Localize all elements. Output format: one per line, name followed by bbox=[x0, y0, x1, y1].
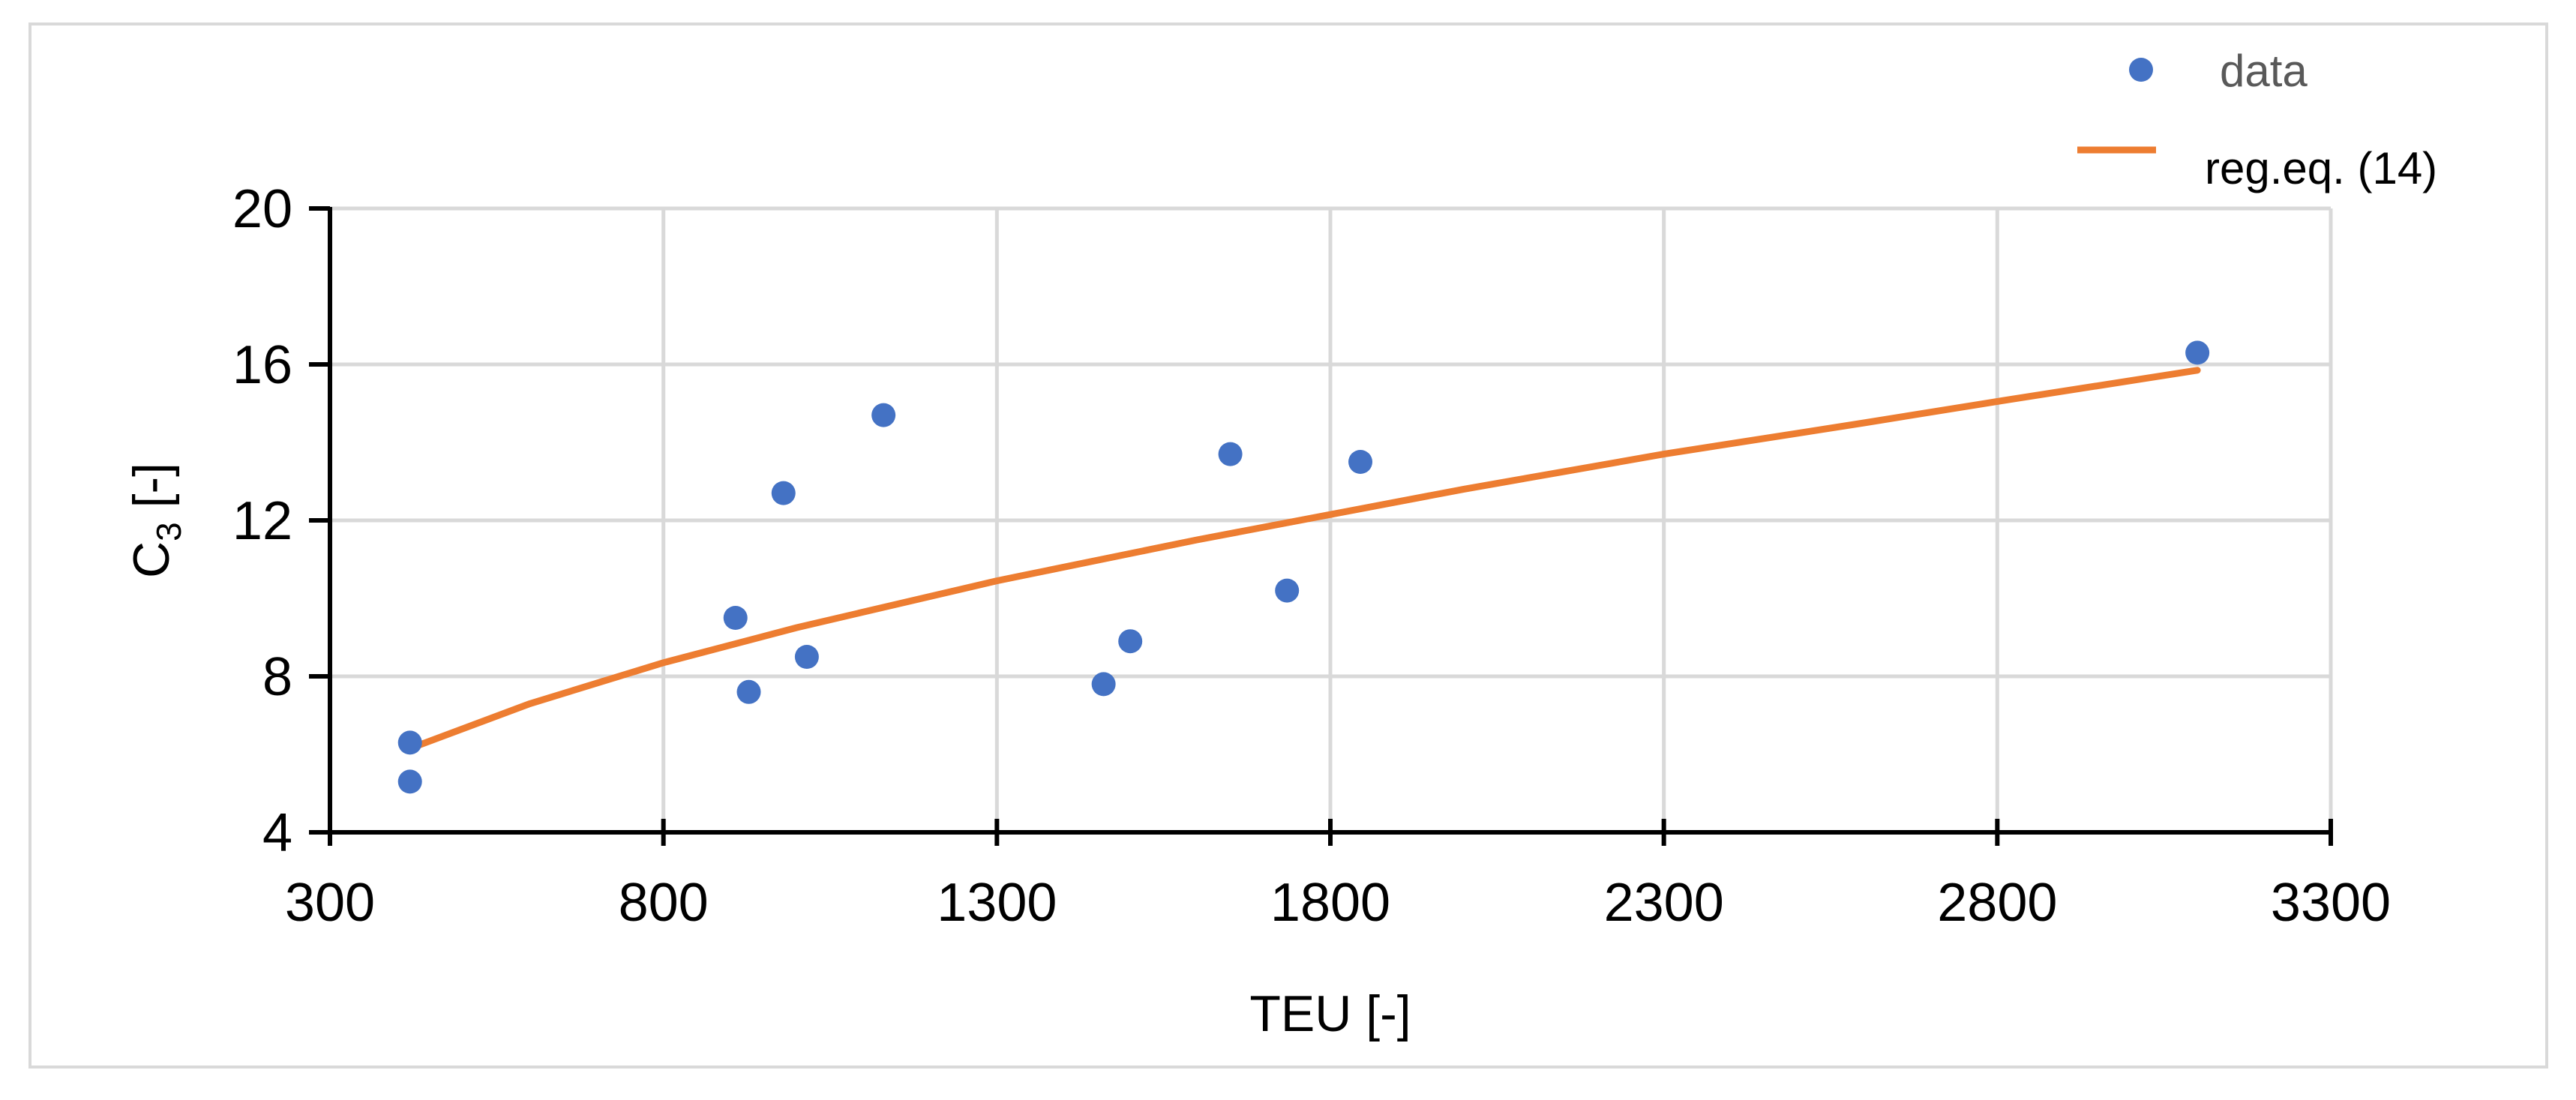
data-point bbox=[723, 606, 748, 630]
legend-label-regression: reg.eq. (14) bbox=[2205, 143, 2437, 193]
data-point bbox=[1091, 672, 1116, 697]
data-point bbox=[1218, 442, 1243, 466]
y-axis-title-subscript: 3 bbox=[149, 522, 188, 541]
y-tick-label: 12 bbox=[232, 491, 292, 551]
grid-lines bbox=[330, 206, 2333, 832]
x-tick-label: 2800 bbox=[1937, 873, 2057, 933]
x-tick-label: 2300 bbox=[1604, 873, 1724, 933]
y-axis-title-base: C bbox=[123, 541, 180, 578]
data-point bbox=[397, 769, 422, 794]
axes: 300 800 1300 1800 2300 2800 3300 4 8 12 16 20 bbox=[232, 179, 2391, 933]
data-point bbox=[771, 481, 796, 505]
y-axis-title-suffix: [-] bbox=[123, 463, 180, 522]
x-axis-title: TEU [-] bbox=[1249, 985, 1411, 1042]
x-tick-label: 1300 bbox=[937, 873, 1057, 933]
data-point bbox=[736, 679, 761, 704]
y-tick-label: 4 bbox=[262, 803, 292, 863]
data-point bbox=[2185, 340, 2210, 365]
y-axis-title: C3 [-] bbox=[123, 463, 188, 578]
legend: data reg.eq. (14) bbox=[2077, 46, 2437, 193]
y-tick-label: 8 bbox=[262, 647, 292, 707]
plot-series bbox=[397, 340, 2210, 794]
legend-label-data: data bbox=[2220, 46, 2308, 96]
data-point bbox=[1118, 629, 1143, 654]
data-point bbox=[1348, 450, 1373, 474]
data-point bbox=[1275, 578, 1300, 603]
data-point bbox=[397, 730, 422, 755]
data-point bbox=[794, 645, 819, 669]
legend-marker-data bbox=[2129, 58, 2153, 82]
x-tick-label: 800 bbox=[619, 873, 709, 933]
regression-line bbox=[406, 367, 2201, 752]
data-point bbox=[871, 403, 896, 427]
y-tick-label: 20 bbox=[232, 179, 292, 239]
chart-frame bbox=[28, 22, 2548, 1069]
x-tick-label: 300 bbox=[285, 873, 375, 933]
x-tick-label: 1800 bbox=[1270, 873, 1390, 933]
x-tick-label: 3300 bbox=[2271, 873, 2391, 933]
y-tick-label: 16 bbox=[232, 335, 292, 395]
